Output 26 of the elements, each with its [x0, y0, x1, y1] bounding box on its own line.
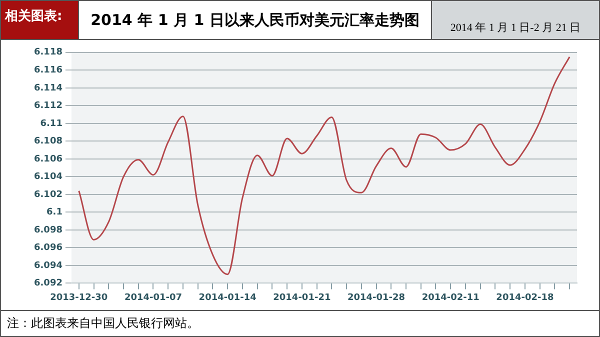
y-tick-label: 6.112 [34, 101, 62, 112]
x-tick-label: 2014-01-28 [347, 292, 406, 303]
x-tick-label: 2014-01-14 [198, 292, 256, 303]
chart-subtitle: 2014 年 1 月 1 日-2 月 21 日 [431, 1, 599, 39]
y-tick-label: 6.108 [34, 136, 62, 147]
x-tick-label: 2014-02-11 [422, 292, 480, 303]
y-tick-label: 6.106 [34, 154, 62, 164]
y-tick-label: 6.1 [46, 208, 62, 218]
x-tick-label: 2014-01-21 [273, 292, 331, 303]
x-tick-label: 2013-12-30 [50, 292, 108, 303]
x-tick-label: 2014-01-07 [124, 292, 182, 303]
text: 相关图表: [1, 1, 79, 39]
y-tick-label: 6.098 [34, 225, 62, 236]
y-tick-label: 6.11 [40, 118, 62, 129]
y-tick-label: 6.094 [34, 260, 62, 271]
y-tick-label: 6.118 [34, 48, 62, 58]
chart-title: 2014 年 1 月 1 日以来人民币对美元汇率走势图 [90, 10, 420, 30]
y-tick-label: 6.104 [34, 172, 62, 182]
y-tick-label: 6.092 [34, 278, 62, 289]
y-tick-label: 6.096 [34, 243, 62, 254]
text: 注：此图表来自中国人民银行网站。 [6, 315, 200, 332]
y-tick-label: 6.116 [34, 66, 62, 76]
x-tick-label: 2014-02-18 [496, 292, 554, 303]
line-series [78, 56, 570, 276]
y-tick-label: 6.114 [34, 83, 62, 94]
y-tick-label: 6.102 [34, 190, 62, 200]
